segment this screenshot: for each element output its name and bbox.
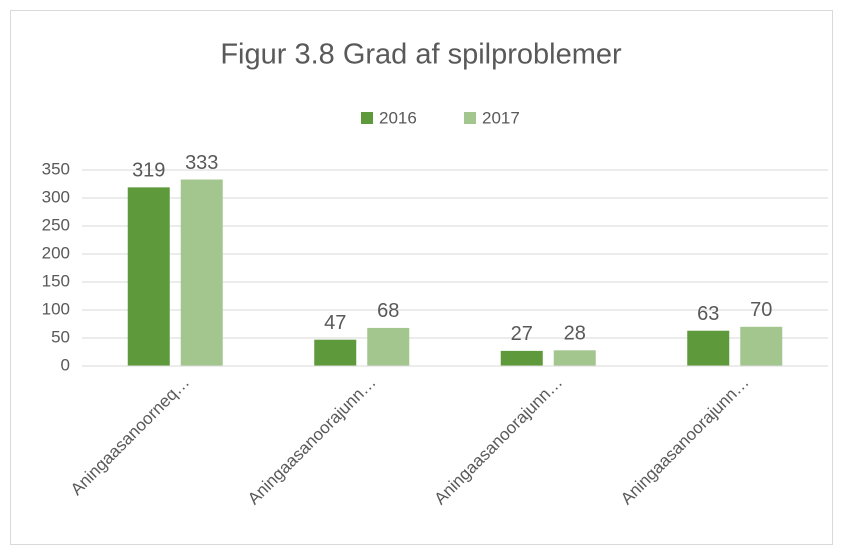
data-label: 319 [132, 160, 165, 182]
data-label: 333 [185, 152, 218, 174]
y-tick-label: 50 [51, 327, 70, 346]
bar [367, 327, 410, 366]
y-tick-label: 150 [42, 271, 70, 290]
bar [687, 330, 730, 366]
legend-swatch [361, 112, 373, 124]
bar [180, 179, 223, 366]
y-tick-label: 200 [42, 243, 70, 262]
bar [553, 350, 596, 366]
bar [740, 326, 783, 366]
y-tick-label: 0 [61, 355, 70, 374]
y-tick-label: 100 [42, 299, 70, 318]
bar [314, 339, 357, 366]
chart-title: Figur 3.8 Grad af spilproblemer [220, 39, 622, 71]
legend-label: 2017 [482, 108, 520, 127]
data-label: 63 [697, 303, 719, 325]
y-tick-label: 300 [42, 187, 70, 206]
data-label: 47 [324, 312, 346, 334]
bar [127, 187, 170, 366]
data-label: 28 [564, 323, 586, 345]
y-tick-label: 250 [42, 215, 70, 234]
bar [500, 350, 543, 366]
legend-swatch [464, 112, 476, 124]
y-tick-label: 350 [42, 159, 70, 178]
data-label: 68 [377, 300, 399, 322]
data-label: 27 [511, 323, 533, 345]
data-label: 70 [750, 299, 772, 321]
legend-label: 2016 [379, 108, 417, 127]
